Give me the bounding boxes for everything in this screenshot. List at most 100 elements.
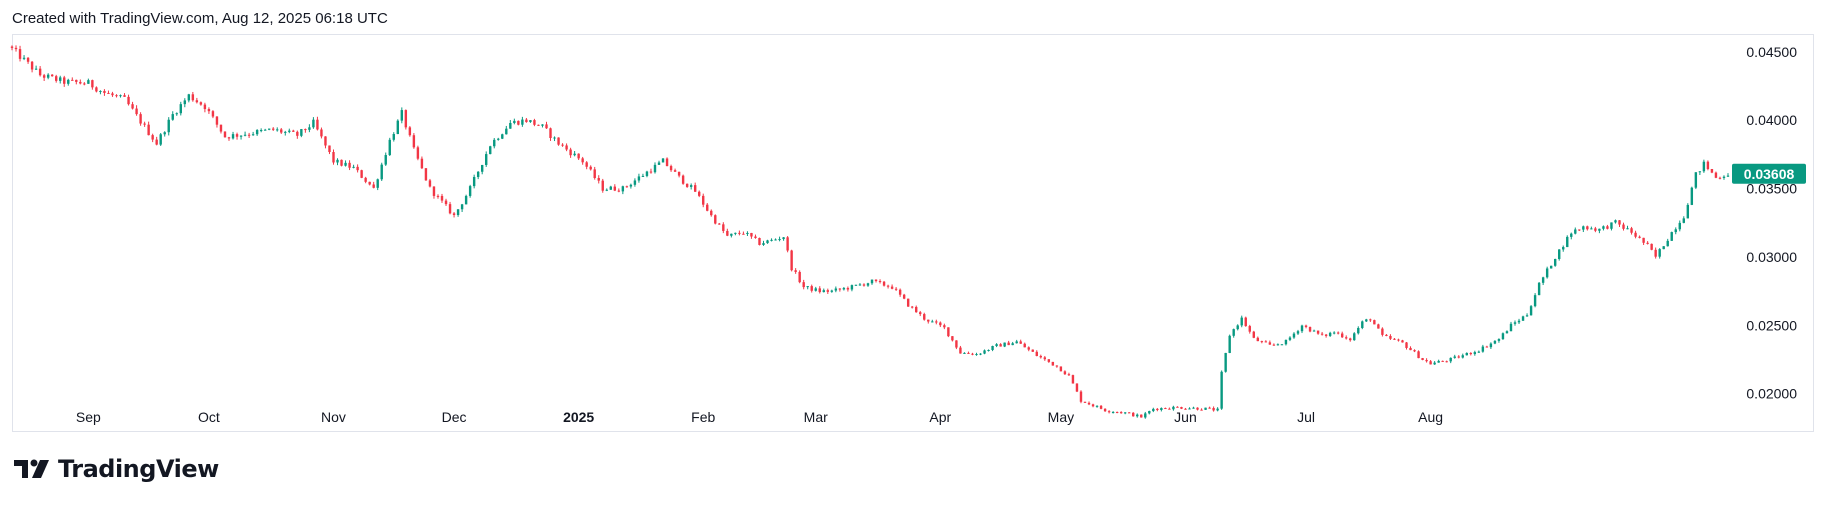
time-tick-label: Jun xyxy=(1174,409,1197,425)
candle-body xyxy=(702,195,705,205)
candle-body xyxy=(267,128,271,130)
candle-body xyxy=(1521,316,1525,321)
candle-body xyxy=(1622,224,1625,229)
candle-body xyxy=(1148,411,1151,414)
candle-body xyxy=(838,288,842,290)
candle-body xyxy=(1686,204,1690,219)
candle-body xyxy=(428,180,432,187)
candle-body xyxy=(452,213,456,215)
candle-body xyxy=(424,168,428,181)
candle-body xyxy=(372,184,375,188)
candle-body xyxy=(822,290,825,293)
candle-body xyxy=(854,284,858,286)
candle-body xyxy=(1248,326,1251,332)
candle-body xyxy=(685,183,689,187)
candle-body xyxy=(171,114,174,120)
candle-body xyxy=(537,124,540,126)
time-tick-label: Feb xyxy=(691,409,715,425)
candle-body xyxy=(681,175,685,184)
candle-body xyxy=(1115,411,1119,413)
candle-body xyxy=(1144,413,1147,418)
candle-body xyxy=(207,109,211,112)
candle-body xyxy=(340,159,343,166)
candle-body xyxy=(963,352,966,354)
candle-body xyxy=(368,181,371,185)
candle-body xyxy=(131,104,134,109)
last-price-value: 0.03608 xyxy=(1744,166,1795,182)
candle-body xyxy=(525,119,528,123)
candle-body xyxy=(629,184,633,187)
candle-body xyxy=(991,346,994,350)
candle-body xyxy=(806,286,809,288)
candle-body xyxy=(1690,187,1694,205)
candle-body xyxy=(255,130,259,135)
candle-body xyxy=(448,204,452,214)
candle-body xyxy=(223,131,227,138)
candle-body xyxy=(1232,329,1235,336)
candles-layer xyxy=(10,45,1730,419)
candle-body xyxy=(1132,412,1135,417)
candle-body xyxy=(931,321,934,323)
candle-body xyxy=(1457,356,1460,358)
candle-body xyxy=(1505,331,1509,334)
candle-body xyxy=(480,164,484,172)
candle-body xyxy=(738,232,741,234)
candle-body xyxy=(886,285,890,287)
candle-body xyxy=(1658,249,1661,257)
candle-body xyxy=(1091,404,1095,407)
candle-body xyxy=(352,166,355,168)
candle-body xyxy=(1441,360,1444,362)
candle-body xyxy=(211,111,215,117)
candle-body xyxy=(263,129,267,131)
candle-body xyxy=(364,177,367,182)
candle-body xyxy=(464,195,468,205)
candle-body xyxy=(316,119,319,130)
candle-body xyxy=(79,81,82,84)
candle-body xyxy=(1702,161,1706,172)
candle-body xyxy=(653,164,657,173)
candle-body xyxy=(1618,220,1621,225)
price-tick-label: 0.04000 xyxy=(1746,112,1797,128)
candle-body xyxy=(633,180,637,185)
candle-body xyxy=(247,134,251,136)
candle-body xyxy=(26,57,30,62)
candle-body xyxy=(416,147,420,159)
price-chart[interactable]: 0.04500 0.04000 0.03500 0.03000 0.02500 0.020… xyxy=(0,0,1826,440)
candle-body xyxy=(894,288,898,290)
candle-body xyxy=(1381,328,1384,335)
candle-body xyxy=(95,87,98,92)
candle-body xyxy=(778,239,781,241)
candle-body xyxy=(135,108,138,115)
candle-body xyxy=(613,186,617,191)
candle-body xyxy=(1268,342,1272,345)
candle-body xyxy=(1614,220,1617,223)
candle-body xyxy=(987,349,990,351)
candle-body xyxy=(874,279,878,282)
candle-body xyxy=(1694,172,1698,188)
candle-body xyxy=(280,129,283,133)
candle-body xyxy=(1240,317,1243,326)
candle-body xyxy=(259,130,263,132)
candle-body xyxy=(794,270,797,272)
candle-body xyxy=(1196,407,1199,410)
candle-body xyxy=(1369,319,1372,321)
price-tick-label: 0.04500 xyxy=(1746,44,1797,60)
candle-body xyxy=(163,132,166,135)
candle-body xyxy=(1465,352,1468,356)
candle-body xyxy=(332,152,335,163)
candle-body xyxy=(541,124,544,126)
candle-body xyxy=(1674,229,1677,233)
candle-body xyxy=(1296,331,1300,334)
candle-body xyxy=(1180,407,1183,409)
candle-body xyxy=(1244,317,1247,327)
candle-body xyxy=(1357,327,1360,334)
candle-body xyxy=(203,104,207,110)
candle-body xyxy=(1405,342,1408,348)
candle-body xyxy=(159,134,162,145)
candle-body xyxy=(1642,237,1645,243)
candle-body xyxy=(103,90,106,93)
tradingview-logo[interactable]: TradingView xyxy=(14,455,219,483)
candle-body xyxy=(1015,341,1018,344)
candle-body xyxy=(420,158,424,169)
candle-body xyxy=(782,237,785,240)
